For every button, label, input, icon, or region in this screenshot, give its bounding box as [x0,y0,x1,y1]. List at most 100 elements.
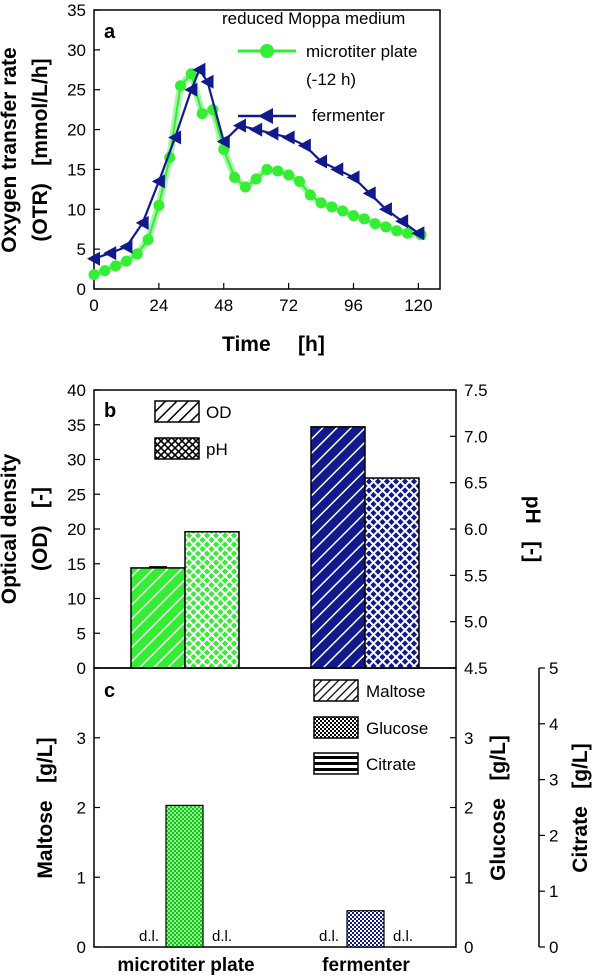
y2-tick-label: 4.5 [464,659,488,678]
fermenter-point [168,130,182,145]
microtiter-point [142,234,154,246]
y2-tick-label: 7.5 [464,381,488,400]
panel-a-xlabel-unit: [h] [298,333,325,356]
bar-ph-1 [364,477,420,669]
panel-c-frame [93,667,457,948]
y-tick-label: 3 [77,729,86,748]
microtiter-point [88,269,100,281]
maltose-dl-label: d.l. [139,928,159,945]
y-tick-label: 0 [77,280,86,299]
microtiter-point [110,260,122,272]
microtiter-point [229,171,241,183]
panel-a-ylabel-line2: (OTR) [mmol/L/h] [29,58,52,241]
y-tick-label: 20 [67,520,86,539]
microtiter-point [175,80,186,92]
y-tick-label: 2 [77,799,86,818]
microtiter-point [239,181,251,193]
fermenter-point [151,174,165,189]
fermenter-point [297,138,311,153]
category-label-microtiter: microtiter plate [117,955,254,976]
panel-b-letter: b [104,400,116,422]
microtiter-point [272,165,284,177]
microtiter-point [326,201,338,213]
microtiter-point [250,173,262,185]
category-label-fermenter: fermenter [322,955,410,976]
microtiter-point [293,175,305,187]
y-tick-label: 25 [67,485,86,504]
maltose-dl-label: d.l. [319,928,339,945]
fermenter-point [192,62,206,77]
legend-fermenter-marker [258,108,273,124]
x-tick-label: 120 [404,296,432,315]
panel-a-frame [93,9,441,290]
panel-b-ylabel-line1: Optical density [0,453,21,604]
panel-b-legend: OD pH [154,400,232,460]
y-tick-label: 10 [67,200,86,219]
x-tick-label: 48 [214,296,233,315]
panel-a-otr-chart: 0 24 48 72 96 120 0 5 10 15 20 25 30 35 a reduced Mop… [0,1,441,356]
y3-tick-label: 0 [549,938,558,957]
panel-a-xlabel-time: Time [222,333,271,356]
microtiter-point [261,163,273,175]
y3-tick-label: 2 [549,826,558,845]
fermenter-point [314,154,328,169]
y-tick-label: 20 [67,121,86,140]
panel-c-bars: d.l. d.l. d.l. d.l. [139,804,413,948]
y-tick-label: 35 [67,1,86,20]
microtiter-point [369,218,381,230]
microtiter-point [391,225,403,237]
bar-od-0 [130,567,186,669]
legend-maltose-label: Maltose [366,682,426,701]
fermenter-point [135,215,149,230]
y2-tick-label: 3 [464,729,473,748]
legend-ph-swatch [154,437,200,460]
legend-maltose-swatch [313,679,359,702]
fermenter-point [330,162,344,177]
panel-c-letter: c [104,680,115,702]
microtiter-point [348,210,359,222]
y2-tick-label: 5.0 [464,613,488,632]
legend-citrate-swatch [313,752,359,775]
fermenter-point [378,202,392,217]
bar-glucose-0 [165,804,204,948]
y2-tick-label: 6.5 [464,474,488,493]
fermenter-line [93,67,420,260]
microtiter-point [304,189,316,201]
y-tick-label: 1 [77,868,86,887]
panel-a-annotation: reduced Moppa medium [222,9,405,28]
microtiter-point [315,197,327,209]
fermenter-point [103,246,117,261]
microtiter-point [283,169,295,181]
panel-a-ylabel-line1: Oxygen transfer rate [0,47,21,252]
fermenter-point [184,82,198,97]
panel-c-sugars-chart: 0 1 2 3 0 1 2 3 0 1 2 3 4 5 d.l. d.l. d.l. d.l. c Maltos… [34,659,592,976]
fermenter-point [346,170,360,185]
legend-fermenter-label: fermenter [312,106,385,125]
y3-tick-label: 1 [549,882,558,901]
y3-tick-label: 3 [549,771,558,790]
y-tick-label: 30 [67,41,86,60]
legend-microtiter-label: microtiter plate [306,42,417,61]
y2-tick-label: 6.0 [464,520,488,539]
microtiter-point [185,68,197,80]
fermenter-point [119,239,133,254]
panel-a-letter: a [104,21,116,43]
y-tick-label: 5 [77,624,86,643]
y2-tick-label: 2 [464,799,473,818]
legend-glucose-swatch [313,716,359,739]
panel-c-axis-ticks: 0 1 2 3 0 1 2 3 0 1 2 3 4 5 [77,659,559,957]
legend-glucose-label: Glucose [366,719,428,738]
microtiter-point [99,265,111,277]
x-tick-label: 96 [344,296,363,315]
x-tick-label: 72 [279,296,298,315]
y-tick-label: 0 [77,938,86,957]
legend-od-swatch [154,400,200,423]
panel-a-axis-ticks: 0 24 48 72 96 120 0 5 10 15 20 25 30 35 [67,1,432,315]
y2-tick-label: 1 [464,868,473,887]
microtiter-point [131,248,143,260]
panel-b-axis-ticks: 0 5 10 15 20 25 30 35 40 4.5 5.0 5.5 6.0 6.5 7.0 7.5 [67,381,488,678]
fermenter-point [216,134,230,149]
citrate-dl-label: d.l. [212,928,232,945]
